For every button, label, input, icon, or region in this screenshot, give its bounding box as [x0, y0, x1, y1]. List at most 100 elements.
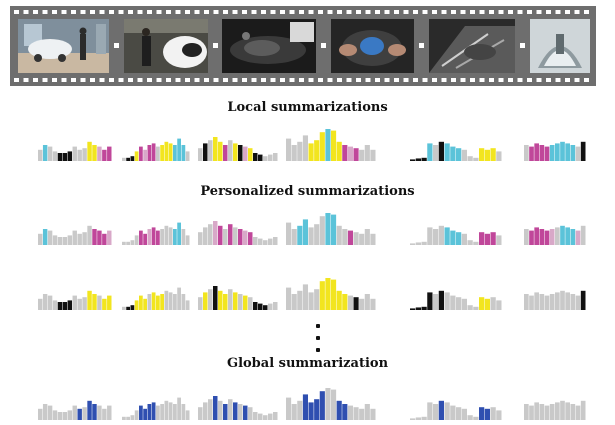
- importance-bar: [484, 149, 490, 161]
- importance-bar: [331, 214, 337, 245]
- importance-bar: [467, 240, 473, 245]
- importance-bar: [238, 294, 243, 310]
- importance-bar: [302, 135, 309, 161]
- importance-bar: [331, 130, 337, 161]
- local-summarizations-title: Local summarizations: [227, 100, 388, 115]
- importance-bar: [286, 287, 292, 310]
- importance-bar: [370, 408, 376, 420]
- sprocket-hole: [61, 10, 67, 14]
- importance-bar: [342, 145, 348, 161]
- importance-bar: [479, 297, 485, 310]
- sprocket-hole: [565, 78, 570, 82]
- importance-bar: [549, 145, 555, 161]
- importance-bar: [126, 157, 130, 161]
- importance-bar: [218, 290, 223, 310]
- importance-bar: [107, 405, 112, 420]
- importance-bar: [62, 237, 68, 245]
- sprocket-hole: [422, 78, 428, 82]
- importance-bar: [444, 292, 450, 310]
- sprocket-hole: [90, 78, 95, 82]
- importance-bar: [359, 149, 365, 161]
- importance-bar: [496, 235, 502, 245]
- importance-bar: [156, 230, 160, 245]
- importance-bar: [87, 141, 92, 161]
- importance-bar: [134, 410, 139, 420]
- importance-bar: [570, 229, 576, 245]
- importance-bar: [302, 394, 309, 420]
- sprocket-hole: [118, 10, 124, 14]
- importance-bar: [233, 227, 238, 245]
- importance-bar: [461, 408, 467, 420]
- sprocket-hole: [356, 78, 361, 82]
- importance-bar: [450, 146, 456, 161]
- importance-bar: [415, 242, 421, 245]
- importance-bar: [52, 300, 58, 310]
- sprocket-hole: [71, 78, 76, 82]
- importance-bar: [243, 146, 248, 161]
- vertical-ellipsis: [315, 322, 321, 356]
- importance-bar: [580, 225, 586, 245]
- importance-bar: [38, 298, 43, 310]
- importance-bar: [268, 154, 273, 161]
- importance-bar: [198, 407, 203, 420]
- importance-bar: [47, 295, 53, 310]
- sprocket-hole: [80, 78, 86, 82]
- importance-bar: [82, 297, 87, 310]
- importance-bar: [156, 405, 160, 420]
- importance-bar: [218, 225, 223, 245]
- importance-bar: [243, 230, 248, 245]
- importance-bar: [325, 388, 331, 420]
- sprocket-hole: [375, 78, 380, 82]
- importance-bar: [243, 405, 248, 420]
- personalized-summarization-bars-2: [38, 278, 586, 310]
- importance-bar: [228, 399, 233, 420]
- frame-engine-bay: [222, 19, 316, 73]
- sprocket-hole: [384, 78, 390, 82]
- sprocket-hole: [109, 78, 114, 82]
- importance-bar: [47, 230, 53, 245]
- importance-bar: [97, 405, 102, 420]
- sprocket-hole: [128, 78, 133, 82]
- importance-bar: [57, 412, 63, 420]
- sprocket-hole: [346, 10, 352, 14]
- importance-bar: [263, 415, 268, 420]
- sprocket-hole: [270, 10, 276, 14]
- importance-bar: [263, 305, 268, 310]
- importance-bar: [484, 233, 490, 245]
- importance-bar: [336, 225, 342, 245]
- importance-bar: [461, 233, 467, 245]
- importance-bar: [325, 213, 331, 245]
- importance-bar: [253, 302, 258, 310]
- importance-bar: [147, 229, 152, 245]
- importance-bar: [297, 400, 303, 420]
- importance-bar: [181, 404, 186, 420]
- sprocket-hole: [327, 10, 333, 14]
- importance-bar: [253, 237, 258, 245]
- importance-bar: [134, 300, 139, 310]
- importance-bar: [575, 295, 581, 310]
- importance-bar: [565, 227, 570, 245]
- importance-bar: [467, 415, 473, 420]
- importance-bar: [473, 416, 479, 420]
- importance-bar: [268, 238, 273, 245]
- importance-bar: [134, 235, 139, 245]
- importance-bar: [168, 227, 173, 245]
- importance-bar: [308, 143, 314, 161]
- importance-bar: [248, 232, 253, 245]
- importance-bar: [560, 225, 565, 245]
- importance-bar: [529, 146, 534, 161]
- importance-bar: [126, 416, 130, 420]
- importance-bar: [347, 146, 354, 161]
- importance-bar: [427, 292, 433, 310]
- sprocket-hole: [308, 10, 314, 14]
- sprocket-hole: [470, 78, 475, 82]
- importance-bar: [233, 143, 238, 161]
- importance-bar: [77, 149, 82, 161]
- importance-bar: [370, 149, 376, 161]
- sprocket-hole: [555, 10, 561, 14]
- importance-bar: [130, 305, 135, 310]
- importance-bar: [291, 229, 297, 245]
- sprocket-hole: [460, 78, 466, 82]
- importance-bar: [534, 143, 539, 161]
- sprocket-hole: [137, 78, 143, 82]
